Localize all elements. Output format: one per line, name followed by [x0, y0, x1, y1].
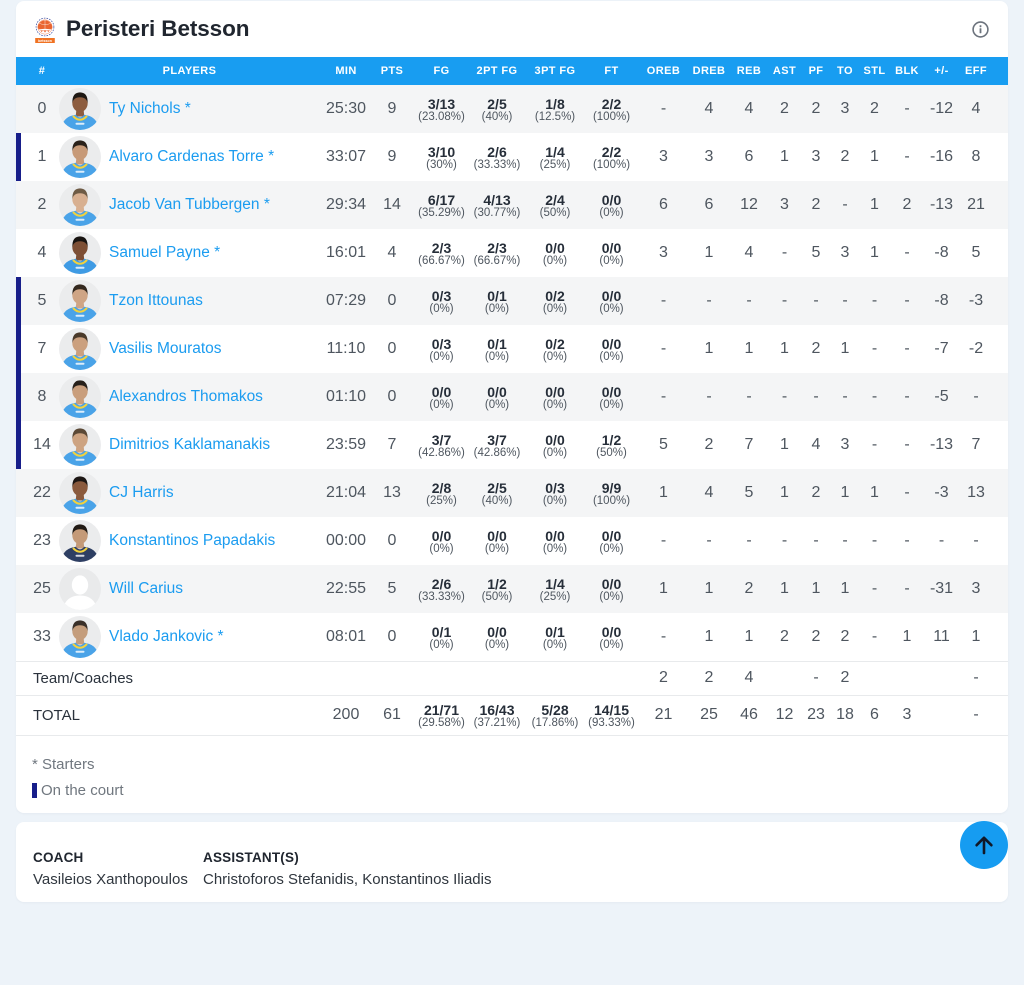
- svg-text:betsson: betsson: [38, 39, 52, 43]
